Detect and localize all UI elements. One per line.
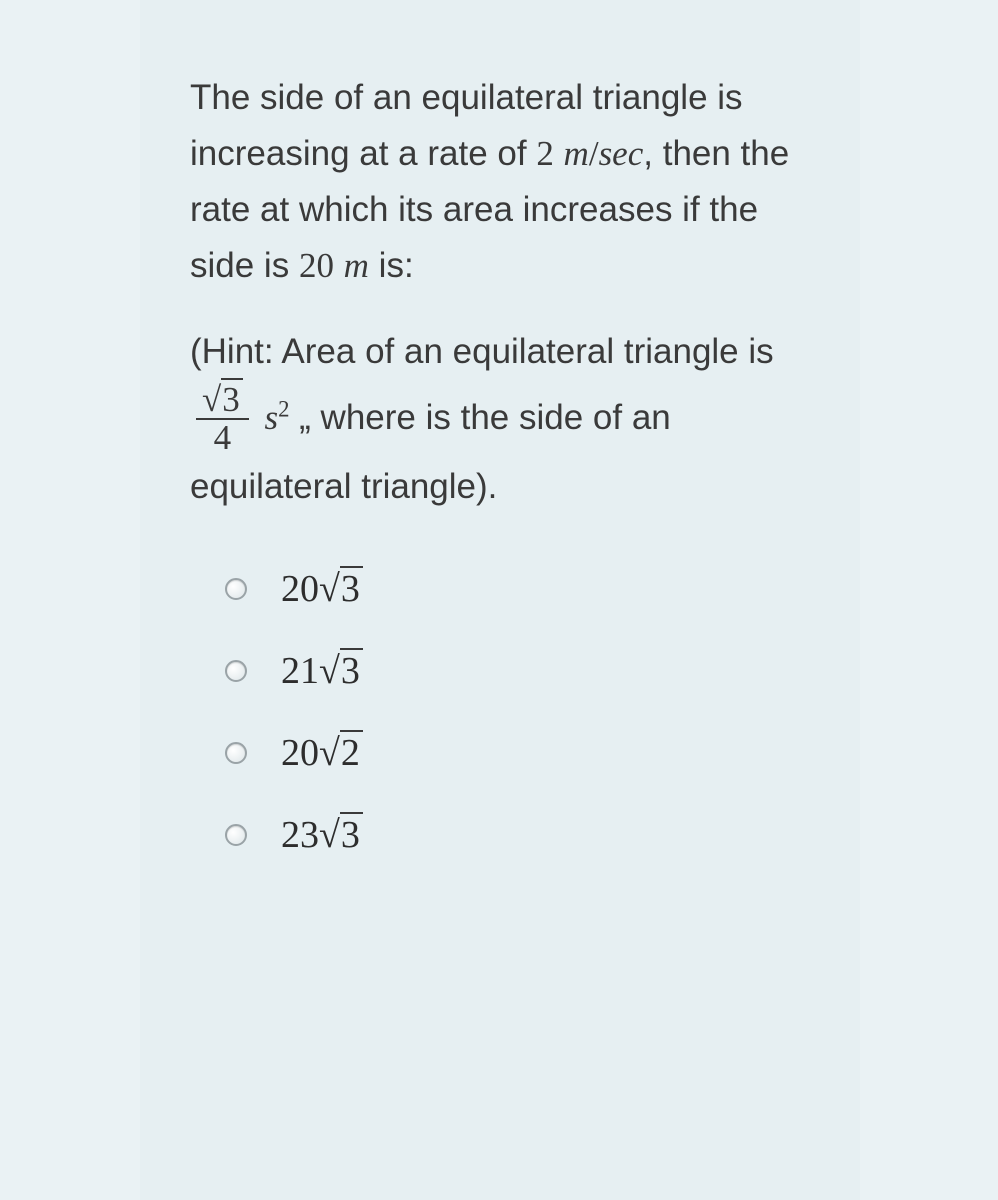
hint-s: s — [264, 398, 278, 437]
hint-text-1: (Hint: Area of an equilateral triangle i… — [190, 332, 774, 371]
hint-sup: 2 — [278, 396, 289, 421]
rate-unit-m: m — [564, 134, 589, 173]
sqrt-icon: √2 — [319, 731, 363, 775]
hint-den: 4 — [196, 418, 249, 457]
radio-icon[interactable] — [225, 824, 247, 846]
option-c[interactable]: 20√2 — [225, 731, 820, 775]
rate-value: 2 — [536, 134, 554, 173]
option-radicand: 3 — [340, 812, 363, 856]
side-value: 20 — [299, 246, 334, 285]
radio-icon[interactable] — [225, 578, 247, 600]
question-card: The side of an equilateral triangle is i… — [140, 0, 860, 1200]
rate-unit-sec: sec — [599, 134, 644, 173]
option-radicand: 2 — [340, 730, 363, 774]
option-radicand: 3 — [340, 648, 363, 692]
option-coef: 20 — [281, 732, 319, 774]
options-list: 20√3 21√3 20√2 23√3 — [190, 567, 820, 857]
option-a[interactable]: 20√3 — [225, 567, 820, 611]
option-value: 20√2 — [281, 731, 363, 775]
option-value: 23√3 — [281, 813, 363, 857]
question-hint: (Hint: Area of an equilateral triangle i… — [190, 322, 820, 517]
option-value: 21√3 — [281, 649, 363, 693]
sqrt-icon: √3 — [319, 649, 363, 693]
option-value: 20√3 — [281, 567, 363, 611]
radio-icon[interactable] — [225, 742, 247, 764]
option-b[interactable]: 21√3 — [225, 649, 820, 693]
rate-unit-slash: / — [589, 134, 599, 173]
hint-num-radicand: 3 — [221, 378, 243, 419]
stem-text-3: is: — [369, 246, 414, 285]
sqrt-icon: √3 — [202, 382, 243, 419]
sqrt-icon: √3 — [319, 567, 363, 611]
hint-text-2: „ where is the side of an equilateral tr… — [190, 398, 671, 507]
radio-icon[interactable] — [225, 660, 247, 682]
option-d[interactable]: 23√3 — [225, 813, 820, 857]
option-coef: 23 — [281, 814, 319, 856]
option-radicand: 3 — [340, 566, 363, 610]
side-unit: m — [344, 246, 369, 285]
question-stem: The side of an equilateral triangle is i… — [190, 70, 820, 294]
option-coef: 21 — [281, 650, 319, 692]
sqrt-icon: √3 — [319, 813, 363, 857]
hint-fraction: √34 — [196, 382, 249, 458]
option-coef: 20 — [281, 568, 319, 610]
